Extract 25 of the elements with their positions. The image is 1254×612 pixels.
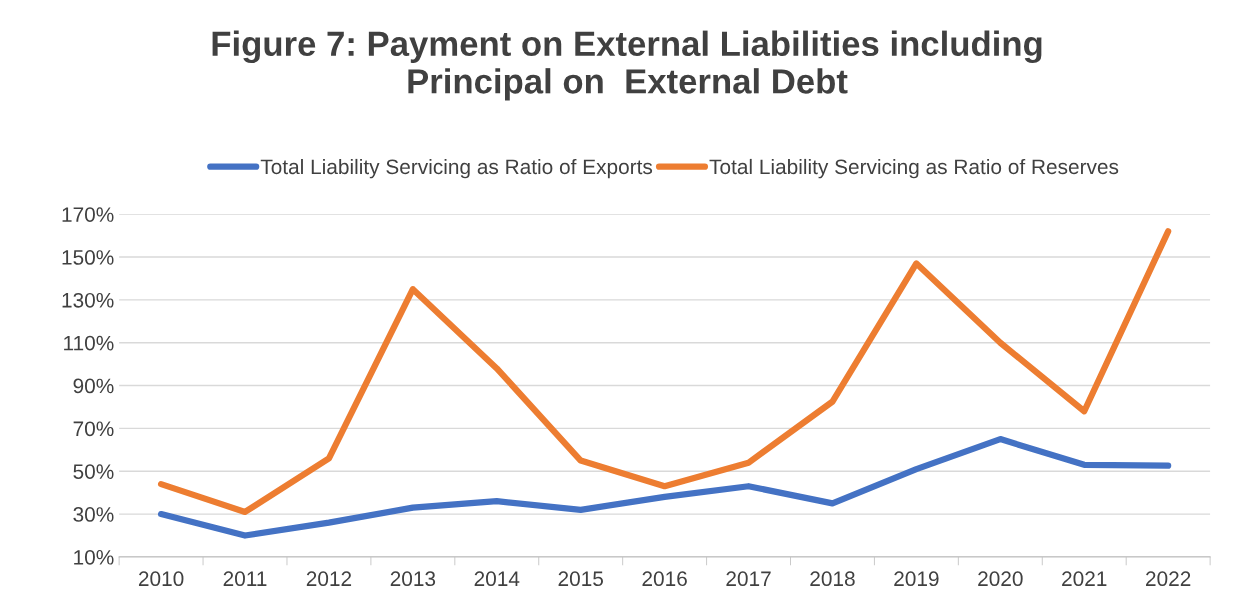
legend-label: Total Liability Servicing as Ratio of Exports [260,158,653,179]
y-tick-label: 70% [73,421,114,437]
x-tick-label: 2022 [1146,571,1191,587]
y-tick-label: 50% [73,464,114,479]
x-tick-label: 2012 [306,571,352,587]
x-tick-label: 2018 [810,571,855,587]
x-tick-label: 2010 [138,571,184,587]
x-tick-label: 2015 [558,571,603,587]
y-tick-label: 110% [64,335,114,351]
y-tick-label: 90% [73,378,114,394]
y-tick-label: 150% [62,250,114,265]
legend-label: Total Liability Servicing as Ratio of Reserves [709,158,1119,179]
x-tick-label: 2013 [390,571,436,587]
x-tick-label: 2017 [726,571,771,587]
y-tick-label: 170% [62,207,114,222]
y-tick-label: 130% [62,292,114,308]
x-tick-label: 2021 [1062,571,1107,587]
x-tick-label: 2011 [223,571,267,587]
x-tick-label: 2020 [978,571,1023,587]
y-tick-label: 10% [74,549,114,565]
x-tick-label: 2014 [474,571,520,587]
x-tick-label: 2016 [642,571,687,587]
y-tick-label: 30% [73,507,114,522]
chart-title: Figure 7: Payment on External Liabilities including Principal on External Debt [212,30,1042,101]
x-tick-label: 2019 [894,571,939,587]
